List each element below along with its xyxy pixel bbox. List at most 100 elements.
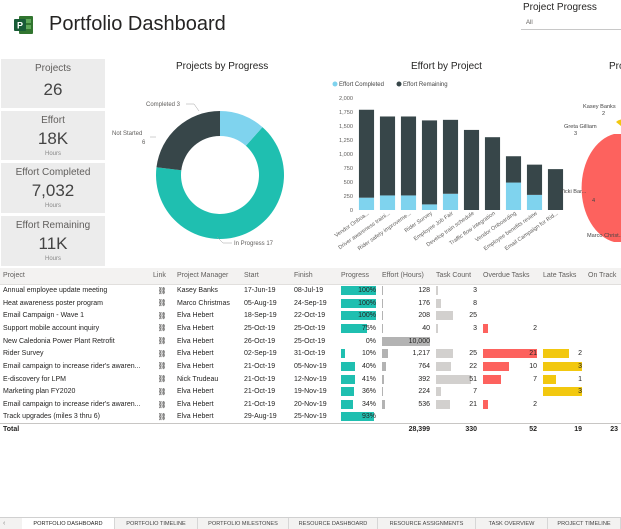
bar-effort-remaining[interactable] [442,119,459,194]
kpi-card-effort-remaining[interactable]: Effort Remaining 11K Hours [1,216,105,266]
late-bar [543,387,582,397]
link-icon[interactable]: ⛓ [157,363,167,371]
link-icon[interactable]: ⛓ [157,401,167,409]
table-row[interactable]: New Caledonia Power Plant Retrofit ⛓ Elva … [0,335,621,348]
table-row[interactable]: Email campaign to increase rider's aware… [0,360,621,373]
tab-portfolio-dashboard[interactable]: PORTFOLIO DASHBOARD [22,518,115,529]
cell-ontrack [585,284,621,297]
table-row[interactable]: E-discovery for LPM ⛓ Nick Trudeau 21-Oct-1… [0,373,621,386]
cell-project: Track upgrades (miles 3 thru 6) [3,413,100,421]
column-header[interactable]: Task Count [433,268,480,285]
tab-resource-assignments[interactable]: RESOURCE ASSIGNMENTS [378,518,476,529]
bar-effort-completed[interactable] [379,195,396,210]
cell-late [540,309,585,322]
table-row[interactable]: Heat awareness poster program ⛓ Marco Chri… [0,297,621,310]
link-icon[interactable]: ⛓ [157,388,167,396]
legend-marker[interactable] [332,81,338,87]
cell-effort: 176 [379,297,433,310]
total-late: 19 [540,423,585,435]
column-header[interactable]: Start [241,268,291,285]
cell-late [540,335,585,348]
table-row[interactable]: Email Campaign - Wave 1 ⛓ Elva Hebert 18-Se… [0,309,621,322]
column-header[interactable]: On Track [585,268,621,285]
progress: 100% [341,311,376,321]
legend-label[interactable]: Effort Remaining [403,82,448,88]
link-icon[interactable]: ⛓ [157,287,167,295]
table-row[interactable]: Track upgrades (miles 3 thru 6) ⛓ Elva Heb… [0,411,621,424]
bar-effort-remaining[interactable] [400,116,417,196]
bar-effort-remaining[interactable] [421,120,438,205]
column-header[interactable]: Late Tasks [540,268,585,285]
link-icon[interactable]: ⛓ [157,312,167,320]
cell-start: 25-Oct-19 [244,324,276,332]
tab-task-overview[interactable]: TASK OVERVIEW [476,518,548,529]
tab-portfolio-milestones[interactable]: PORTFOLIO MILESTONES [198,518,289,529]
table-row[interactable]: Annual employee update meeting ⛓ Kasey Ban… [0,284,621,297]
column-header[interactable]: Project [0,268,150,285]
bar-effort-remaining[interactable] [358,109,375,198]
bar-effort-completed[interactable] [526,194,543,210]
bar-effort-remaining[interactable] [463,129,480,210]
bar-effort-completed[interactable] [421,204,438,210]
project-progress-slicer[interactable]: Project Progress All [521,2,621,34]
link-icon[interactable]: ⛓ [157,413,167,421]
y-tick-label: 1,500 [339,124,353,130]
kpi-unit: Hours [44,203,61,209]
column-header[interactable]: Overdue Tasks [480,268,540,285]
task-count-bar [436,311,454,321]
bar-effort-remaining[interactable] [484,137,501,210]
tab-project-timeline[interactable]: PROJECT TIMELINE [548,518,621,529]
legend-marker[interactable] [396,81,402,87]
third-chart[interactable]: Kasey Banks Greta Gilliam Vicki Bar... Marc… [556,74,621,266]
legend-label[interactable]: Effort Completed [339,82,384,88]
link-icon[interactable]: ⛓ [157,300,167,308]
link-icon[interactable]: ⛓ [157,350,167,358]
bar-effort-completed[interactable] [358,197,375,210]
tab-resource-dashboard[interactable]: RESOURCE DASHBOARD [289,518,378,529]
bar-effort-completed[interactable] [442,193,459,210]
bar-effort-remaining[interactable] [547,169,564,210]
cell-start: 17-Jun-19 [244,287,276,295]
effort-by-project-chart[interactable]: Effort Completed Effort Remaining 0 250 500 7… [326,74,570,266]
column-header[interactable]: Project Manager [174,268,241,285]
donut-slice-not-started[interactable] [156,111,220,171]
task-count-label: 25 [469,350,477,358]
cell-late: 1 [540,373,585,386]
column-header[interactable]: Progress [338,268,379,285]
donut-slice-completed[interactable] [220,111,263,146]
table-row[interactable]: Marketing plan FY2020 ⛓ Elva Hebert 21-Oct-… [0,386,621,399]
donut-slice-in-progress[interactable] [156,127,284,239]
kpi-card-projects[interactable]: Projects 26 [1,59,105,108]
column-header[interactable]: Link [150,268,174,285]
slicer-dropdown[interactable]: All [521,17,621,30]
column-header[interactable]: Effort (Hours) [379,268,433,285]
link-icon[interactable]: ⛓ [157,338,167,346]
third-chart-red-mark[interactable] [581,134,621,242]
bar-effort-completed[interactable] [505,182,522,210]
cell-ontrack [585,386,621,399]
bar-effort-remaining[interactable] [505,156,522,183]
table-row[interactable]: Support mobile account inquiry ⛓ Elva Hebe… [0,322,621,335]
chevron-left-icon[interactable]: ‹ [3,520,6,527]
link-icon[interactable]: ⛓ [157,325,167,333]
cell-effort: 1,217 [379,347,433,360]
cell-overdue: 2 [480,322,540,335]
link-icon[interactable]: ⛓ [157,376,167,384]
overdue: 10 [483,361,537,371]
third-chart-yellow-mark[interactable] [616,119,621,130]
effort-label: 128 [418,287,430,295]
bar-effort-remaining[interactable] [379,116,396,196]
cell-manager: Elva Hebert [177,413,214,421]
cell-task-count: 8 [433,297,480,310]
kpi-card-effort-completed[interactable]: Effort Completed 7,032 Hours [1,163,105,213]
table-row[interactable]: Email campaign to increase rider's aware… [0,398,621,411]
kpi-card-effort[interactable]: Effort 18K Hours [1,111,105,160]
bar-effort-completed[interactable] [400,195,417,210]
cell-finish: 25-Nov-19 [294,413,327,421]
bar-effort-remaining[interactable] [526,164,543,195]
table-row[interactable]: Rider Survey ⛓ Elva Hebert 02-Sep-19 31-Oct-… [0,347,621,360]
column-header[interactable]: Finish [291,268,338,285]
progress: 100% [341,286,376,296]
tab-portfolio-timeline[interactable]: PORTFOLIO TIMELINE [115,518,198,529]
